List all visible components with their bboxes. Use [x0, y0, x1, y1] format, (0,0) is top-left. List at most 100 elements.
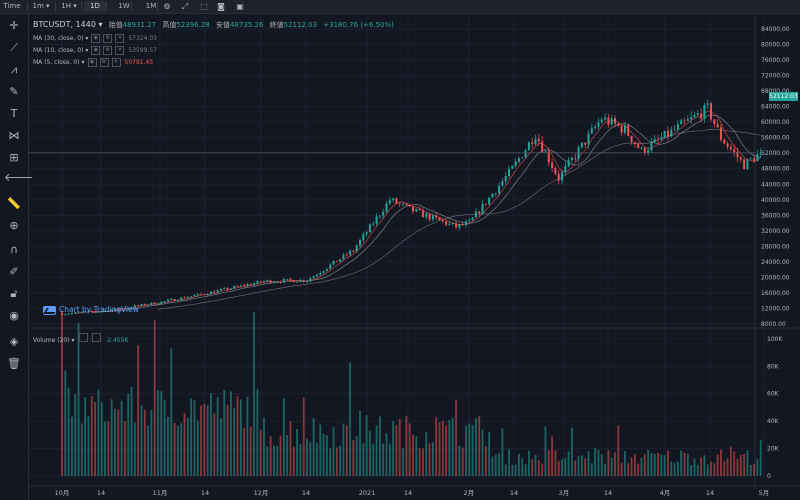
indicator-row[interactable]: MA (30, close, 0) ▾ ◉ ⚙ ✕ 57324.03: [33, 34, 157, 43]
interval-1h[interactable]: 1H ▾: [61, 2, 77, 10]
screenshot-icon[interactable]: ⬚: [200, 2, 208, 11]
volume-bar: [418, 448, 421, 476]
drawing-toolbar: ✛ ⟋ ⩘ ✎ T ⋈ ⊞ 🡐 📏 ⊕ ∩ ✐ 🔓︎ ◉ ◈ 🗑︎: [0, 14, 34, 500]
time-tick-label: 14: [201, 489, 209, 497]
candle-body: [84, 311, 87, 313]
visibility-icon[interactable]: ◉: [87, 58, 97, 67]
candle-body: [157, 303, 160, 305]
visibility-icon[interactable]: ◉: [91, 46, 101, 55]
text-icon[interactable]: T: [10, 107, 18, 120]
candle-body: [660, 137, 663, 140]
interval-1m[interactable]: 1M: [145, 2, 157, 10]
trend-line-icon[interactable]: ⟋: [10, 41, 18, 54]
candle-body: [494, 193, 497, 195]
candle-body: [282, 279, 285, 283]
candle-body: [683, 120, 686, 122]
indicator-label[interactable]: MA (10, close, 0): [33, 47, 84, 54]
ruler-icon[interactable]: 📏: [7, 197, 21, 210]
interval-1w[interactable]: 1W: [118, 2, 130, 10]
volume-bar: [729, 446, 732, 476]
volume-bar: [200, 405, 202, 476]
candle-body: [521, 157, 524, 159]
volume-bar: [508, 448, 510, 476]
volume-bar: [739, 454, 742, 476]
volume-bar: [541, 463, 544, 476]
price-chart[interactable]: 84000.00 80000.00 76000.00 72000.00 68000.00…: [28, 14, 800, 500]
candle-body: [753, 158, 756, 162]
candle-body: [428, 213, 431, 220]
gear-icon[interactable]: ⚙: [163, 2, 171, 11]
eye-icon[interactable]: ◉: [9, 309, 19, 322]
camera-icon[interactable]: ◙: [217, 2, 225, 11]
candle-body: [703, 104, 706, 119]
candle-body: [637, 144, 640, 149]
volume-bar: [733, 451, 736, 476]
visibility-icon[interactable]: ◉: [91, 34, 101, 43]
magnet-icon[interactable]: ∩: [9, 243, 19, 256]
lock-drawing-icon[interactable]: ✐: [9, 265, 19, 278]
close-icon[interactable]: [92, 333, 102, 342]
interval-1m[interactable]: 1m ▾: [32, 2, 50, 10]
symbol-label[interactable]: BTCUSDT, 1440: [33, 20, 96, 29]
close-icon[interactable]: ✕: [115, 46, 125, 55]
tradingview-brand[interactable]: Chart by TradingView: [43, 305, 139, 315]
close-icon[interactable]: ✕: [115, 34, 125, 43]
close-icon[interactable]: ✕: [111, 58, 121, 67]
indicator-row[interactable]: MA (5, close, 0) ▾ ◉ ⚙ ✕ 50781.45: [33, 58, 154, 67]
volume-bar: [494, 454, 497, 476]
crosshair-icon[interactable]: ✛: [9, 19, 19, 32]
layers-icon[interactable]: ◈: [9, 335, 19, 348]
candle-body: [726, 143, 729, 147]
volume-bar: [580, 455, 583, 476]
volume-bar: [220, 418, 222, 476]
candle-body: [640, 147, 643, 149]
volume-bar: [627, 463, 630, 476]
settings-icon[interactable]: ⚙: [103, 46, 113, 55]
volume-bar: [345, 425, 348, 476]
volume-bar: [590, 463, 593, 476]
time-tick-label: 14: [604, 489, 612, 497]
candle-body: [733, 149, 736, 152]
indicator-label[interactable]: MA (5, close, 0): [33, 59, 80, 66]
lock-icon[interactable]: 🔓︎: [10, 287, 18, 300]
symbol-dropdown-icon[interactable]: ▾: [95, 20, 103, 29]
brush-icon[interactable]: ✎: [9, 85, 19, 98]
volume-bar: [203, 403, 206, 476]
volume-bar: [299, 443, 302, 476]
zoom-icon[interactable]: ⊕: [9, 219, 19, 232]
prediction-icon[interactable]: ⊞: [9, 151, 19, 164]
candle-body: [339, 259, 342, 262]
volume-bar: [239, 399, 242, 476]
volume-tick-label: 0: [767, 473, 771, 480]
candle-body: [70, 313, 73, 314]
back-arrow-icon[interactable]: 🡐: [4, 171, 34, 184]
candle-body: [458, 224, 461, 228]
settings-icon[interactable]: ⚙: [103, 34, 113, 43]
volume-label[interactable]: Volume (20): [33, 337, 70, 344]
pattern-icon[interactable]: ⋈: [8, 129, 20, 142]
settings-icon[interactable]: [79, 333, 89, 342]
volume-bar: [448, 419, 451, 476]
interval-1d[interactable]: 1D: [84, 1, 106, 12]
candle-body: [451, 223, 454, 224]
settings-icon[interactable]: ⚙: [99, 58, 109, 67]
volume-bar: [405, 415, 408, 476]
volume-bar: [349, 362, 351, 476]
indicator-row[interactable]: MA (10, close, 0) ▾ ◉ ⚙ ✕ 53599.57: [33, 46, 157, 55]
expand-icon[interactable]: ⤢: [181, 2, 189, 11]
volume-tick-label: 80K: [767, 363, 780, 370]
save-icon[interactable]: ▣: [236, 2, 244, 11]
top-toolbar: Time 1m ▾ 1H ▾ 1D 1W 1M ⚙ ⤢ ⬚ ◙ ▣: [0, 0, 800, 14]
candle-body: [650, 142, 653, 151]
indicator-label[interactable]: MA (30, close, 0): [33, 35, 84, 42]
candle-body: [113, 308, 116, 310]
volume-bar: [378, 416, 381, 476]
fib-icon[interactable]: ⩘: [10, 63, 18, 76]
interval-time[interactable]: Time: [3, 2, 21, 10]
candle-body: [104, 310, 107, 312]
candle-body: [279, 281, 282, 283]
volume-bar: [458, 445, 461, 476]
candle-body: [508, 168, 511, 177]
trash-icon[interactable]: 🗑︎: [7, 357, 21, 370]
volume-bar: [716, 454, 719, 476]
